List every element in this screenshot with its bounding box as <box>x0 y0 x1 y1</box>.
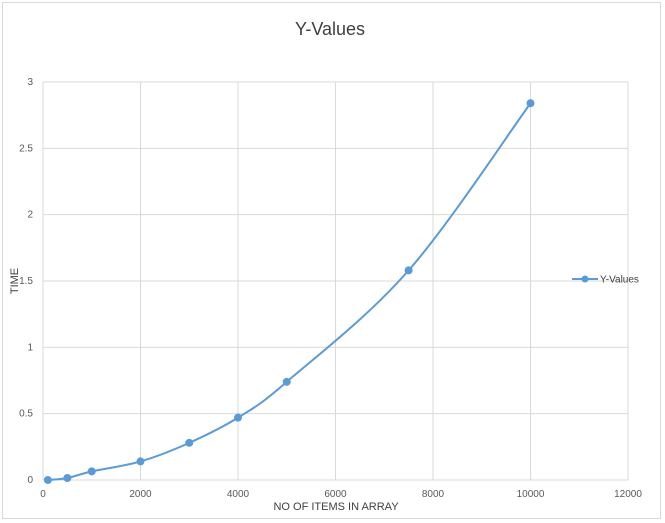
legend: Y-Values <box>572 275 639 286</box>
y-tick-label: 0 <box>27 475 33 486</box>
data-point <box>87 467 96 476</box>
x-tick-label: 8000 <box>422 489 445 500</box>
y-tick-label: 2 <box>27 210 33 221</box>
y-tick-label: 3 <box>27 77 33 88</box>
data-point <box>63 474 72 483</box>
gridlines <box>42 81 629 481</box>
data-point <box>282 377 291 386</box>
x-tick-label: 0 <box>40 489 46 500</box>
x-tick-label: 4000 <box>227 489 250 500</box>
chart-title: Y-Values <box>295 19 365 39</box>
data-point <box>136 457 145 466</box>
chart-area <box>2 2 661 519</box>
y-tick-label: 0.5 <box>19 409 33 420</box>
legend-label: Y-Values <box>600 275 639 286</box>
x-tick-label: 2000 <box>129 489 152 500</box>
x-tick-label: 6000 <box>324 489 347 500</box>
data-point <box>43 476 52 484</box>
x-tick-label: 10000 <box>517 489 545 500</box>
data-point <box>234 413 242 422</box>
series-line <box>47 102 532 481</box>
y-tick-label: 2.5 <box>19 143 33 154</box>
x-tick-label: 12000 <box>614 489 642 500</box>
data-point <box>404 266 413 275</box>
data-point <box>185 438 194 447</box>
y-tick-label: 1 <box>27 342 33 353</box>
data-point <box>526 99 535 108</box>
axes: 0 2000 4000 6000 8000 10000 12000 0 0.5 1 1.5 2 2.5 3 <box>19 77 642 500</box>
y-axis-title: TIME <box>9 268 21 294</box>
legend-marker <box>581 275 589 283</box>
y-tick-label: 1.5 <box>19 276 33 287</box>
x-axis-title: NO OF ITEMS IN ARRAY <box>273 501 399 513</box>
series-layer <box>43 99 535 484</box>
